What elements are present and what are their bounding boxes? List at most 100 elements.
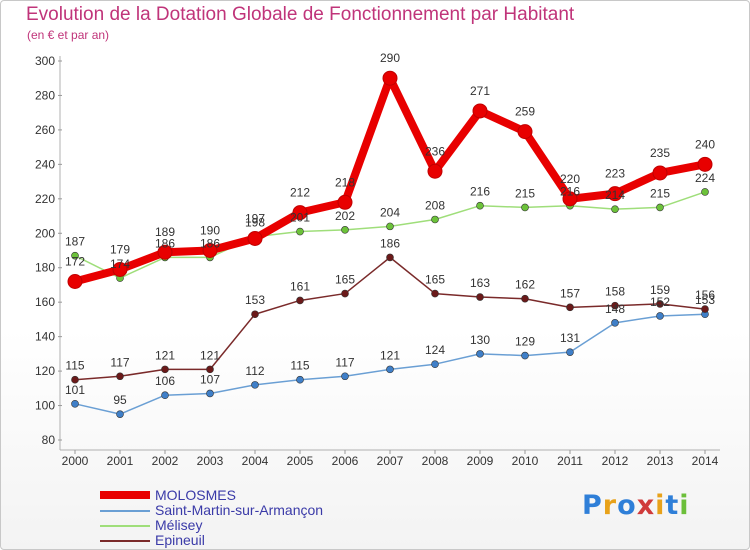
- data-point: [71, 375, 79, 384]
- data-label: 153: [695, 293, 715, 307]
- data-point: [386, 365, 394, 374]
- x-tick-label: 2010: [512, 454, 539, 468]
- data-label: 271: [470, 84, 490, 98]
- y-tick-label: 140: [35, 330, 55, 344]
- data-point: [476, 293, 484, 301]
- data-point: [517, 124, 533, 140]
- legend-swatch: [100, 491, 150, 499]
- data-label: 216: [560, 185, 580, 199]
- legend-item: Epineuil: [100, 532, 430, 548]
- data-label: 259: [515, 105, 535, 119]
- x-tick-label: 2014: [692, 454, 719, 468]
- data-point: [431, 215, 439, 224]
- data-point: [562, 191, 578, 207]
- axes: 80 100 120 140 160 180 200 220 240 260 280 300 2000 2…: [35, 54, 720, 468]
- data-point: [652, 165, 668, 181]
- data-labels: 172 179 189 190 197 212 218 290 236 271 259 220 223 2…: [65, 51, 715, 407]
- data-label: 218: [335, 175, 355, 189]
- data-point: [431, 360, 439, 369]
- legend: MOLOSMES Saint-Martin-sur-Armançon Mélisey…: [100, 487, 430, 548]
- data-point: [112, 261, 128, 277]
- data-label: 121: [380, 348, 400, 362]
- y-tick-label: 260: [35, 123, 55, 137]
- data-point: [611, 301, 619, 310]
- data-label: 157: [560, 286, 580, 300]
- data-point: [161, 365, 169, 374]
- data-point: [476, 201, 484, 210]
- data-point: [521, 294, 529, 303]
- data-label: 115: [290, 359, 309, 373]
- y-tick-label: 220: [35, 192, 55, 206]
- data-point: [67, 274, 83, 290]
- data-point: [206, 365, 214, 374]
- data-point: [71, 251, 79, 260]
- data-label: 107: [200, 372, 220, 386]
- data-point: [296, 296, 304, 305]
- legend-label: Saint-Martin-sur-Armançon: [155, 502, 324, 518]
- data-label: 215: [650, 186, 670, 200]
- data-label: 220: [560, 172, 580, 186]
- x-tick-label: 2000: [62, 454, 89, 468]
- legend-label: Mélisey: [155, 517, 203, 533]
- data-label: 204: [380, 205, 400, 219]
- y-tick-label: 160: [35, 295, 55, 309]
- data-point: [431, 289, 439, 298]
- x-tick-label: 2011: [557, 454, 583, 468]
- x-tick-label: 2007: [377, 454, 404, 468]
- data-label: 190: [200, 224, 220, 238]
- data-label: 161: [290, 279, 310, 293]
- data-label: 131: [560, 331, 580, 345]
- data-label: 130: [470, 333, 490, 347]
- data-label: 212: [290, 186, 310, 200]
- data-point: [251, 310, 259, 319]
- data-label: 129: [515, 335, 535, 349]
- data-point: [341, 226, 349, 234]
- data-label: 115: [65, 359, 84, 373]
- data-point: [296, 375, 304, 384]
- data-point: [292, 205, 308, 221]
- data-label: 156: [695, 288, 715, 302]
- data-label: 197: [245, 211, 265, 225]
- legend-swatch: [100, 510, 150, 512]
- data-point: [427, 163, 443, 179]
- data-point: [116, 372, 124, 381]
- x-tick-label: 2009: [467, 454, 494, 468]
- y-tick-label: 200: [35, 226, 55, 240]
- data-point: [656, 312, 664, 320]
- data-label: 121: [200, 348, 220, 362]
- legend-item: MOLOSMES: [100, 487, 430, 503]
- data-label: 208: [425, 198, 445, 212]
- data-label: 201: [290, 211, 310, 225]
- data-point: [566, 303, 574, 312]
- data-label: 186: [380, 236, 400, 250]
- legend-label: Epineuil: [155, 532, 205, 548]
- data-point: [566, 348, 574, 356]
- x-tick-label: 2004: [242, 454, 269, 468]
- y-tick-label: 120: [35, 364, 55, 378]
- data-label: 165: [425, 273, 445, 287]
- x-tick-label: 2001: [107, 454, 134, 468]
- data-point: [521, 203, 529, 212]
- data-label: 112: [245, 364, 264, 378]
- data-point: [116, 410, 124, 418]
- chart-subtitle: (en € et par an): [27, 28, 110, 42]
- data-label: 223: [605, 167, 625, 181]
- data-label: 101: [65, 383, 85, 397]
- data-label: 124: [425, 343, 445, 357]
- data-label: 290: [380, 51, 400, 65]
- y-tick-label: 180: [35, 261, 55, 275]
- data-label: 216: [470, 185, 490, 199]
- data-label: 189: [155, 225, 175, 239]
- legend-label: MOLOSMES: [155, 487, 236, 503]
- data-point: [341, 372, 349, 381]
- data-point: [611, 319, 619, 327]
- data-point: [202, 243, 218, 258]
- data-label: 159: [650, 283, 670, 297]
- data-point: [382, 70, 398, 86]
- data-point: [701, 305, 709, 313]
- y-tick-label: 240: [35, 157, 55, 171]
- y-tick-label: 80: [42, 433, 56, 447]
- data-label: 148: [605, 302, 625, 316]
- data-point: [607, 186, 623, 202]
